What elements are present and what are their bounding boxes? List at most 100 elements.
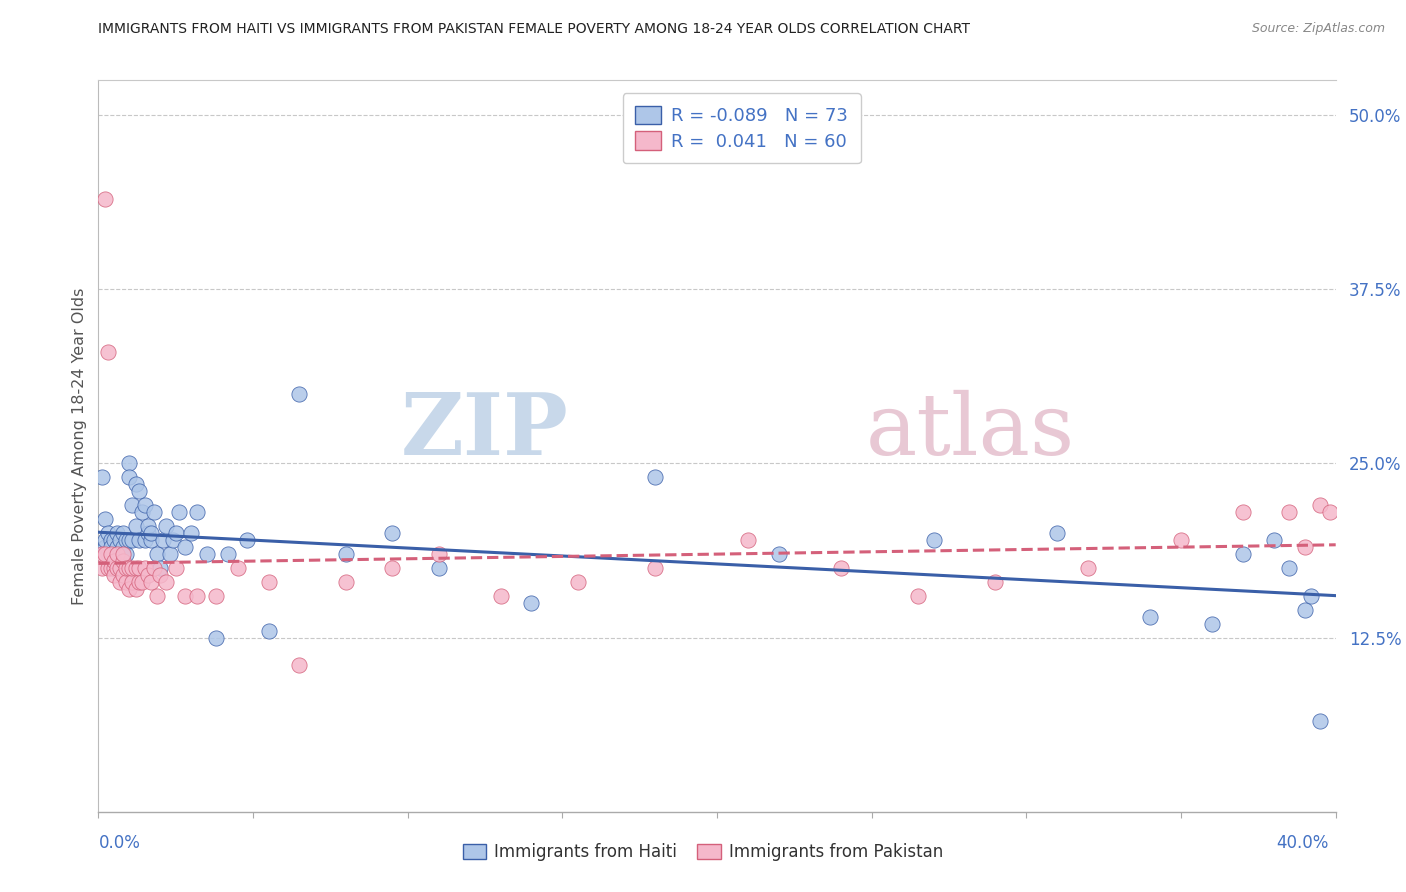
Point [118,457,141,471]
Point [105,540,128,554]
Point [121,533,143,547]
Point [1046,526,1069,541]
Point [128,484,150,499]
Point [90,470,112,484]
Point [100,554,122,568]
Point [131,574,153,589]
Point [134,533,156,547]
Point [768,547,790,561]
Point [115,533,138,547]
Point [139,533,162,547]
Point [1278,505,1301,519]
Point [1294,540,1316,554]
Point [205,631,228,645]
Point [108,561,131,575]
Point [90,547,112,561]
Point [143,505,166,519]
Point [167,505,190,519]
Point [1263,533,1285,547]
Point [226,561,249,575]
Point [174,589,197,603]
Point [165,526,187,541]
Point [136,567,159,582]
Point [93,540,115,554]
Text: 40.0%: 40.0% [1277,834,1329,852]
Point [180,526,202,541]
Point [257,574,280,589]
Point [236,533,259,547]
Point [134,561,156,575]
Point [149,567,172,582]
Point [112,567,135,582]
Point [217,547,239,561]
Point [149,561,172,575]
Legend: R = -0.089   N = 73, R =  0.041   N = 60: R = -0.089 N = 73, R = 0.041 N = 60 [623,93,860,163]
Text: atlas: atlas [866,390,1074,473]
Point [134,498,156,512]
Point [427,561,450,575]
Point [93,512,115,526]
Point [136,519,159,533]
Point [907,589,929,603]
Point [1170,533,1192,547]
Point [103,561,125,575]
Point [288,386,311,401]
Point [1201,616,1223,631]
Point [152,533,174,547]
Point [115,561,138,575]
Text: 0.0%: 0.0% [98,834,141,852]
Point [174,540,197,554]
Point [155,519,177,533]
Text: ZIP: ZIP [401,390,568,474]
Point [118,470,141,484]
Point [115,574,138,589]
Point [121,574,143,589]
Point [139,526,162,541]
Text: IMMIGRANTS FROM HAITI VS IMMIGRANTS FROM PAKISTAN FEMALE POVERTY AMONG 18-24 YEA: IMMIGRANTS FROM HAITI VS IMMIGRANTS FROM… [98,22,970,37]
Point [124,582,146,596]
Point [93,547,115,561]
Point [105,526,128,541]
Point [737,533,759,547]
Point [1309,498,1331,512]
Point [124,519,146,533]
Point [103,554,125,568]
Point [100,547,122,561]
Point [112,526,135,541]
Point [195,547,218,561]
Point [520,596,543,610]
Point [100,540,122,554]
Point [112,540,135,554]
Point [146,589,169,603]
Point [155,574,177,589]
Point [93,533,115,547]
Point [1139,609,1161,624]
Point [644,470,666,484]
Point [105,547,128,561]
Point [1278,561,1301,575]
Point [830,561,852,575]
Point [186,505,208,519]
Point [205,589,228,603]
Point [93,192,115,206]
Point [108,533,131,547]
Point [97,561,120,575]
Y-axis label: Female Poverty Among 18-24 Year Olds: Female Poverty Among 18-24 Year Olds [72,287,87,605]
Point [567,574,589,589]
Point [131,505,153,519]
Point [121,561,143,575]
Point [124,477,146,491]
Point [288,658,311,673]
Point [159,547,181,561]
Point [335,574,357,589]
Point [97,345,120,359]
Point [644,561,666,575]
Point [105,561,128,575]
Legend: Immigrants from Haiti, Immigrants from Pakistan: Immigrants from Haiti, Immigrants from P… [456,837,950,868]
Point [427,547,450,561]
Point [165,561,187,575]
Point [335,547,357,561]
Point [128,574,150,589]
Point [108,561,131,575]
Point [112,554,135,568]
